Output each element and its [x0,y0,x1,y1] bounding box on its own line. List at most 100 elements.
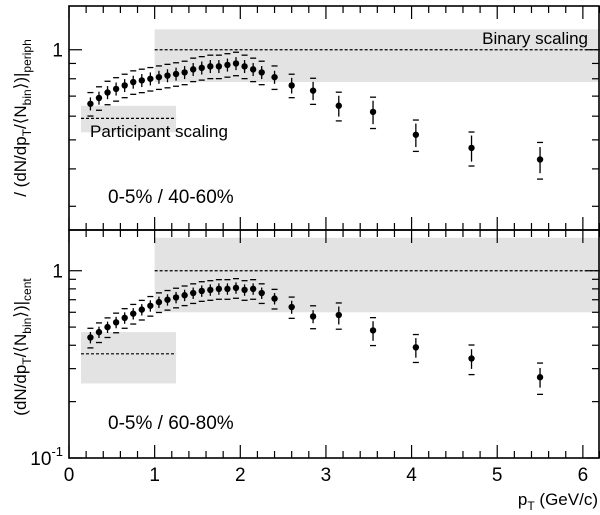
y-tick-label-base: 1 [52,262,63,283]
y-tick-label-base: 10 [30,449,51,470]
y-tick-label: 1 [52,41,63,62]
data-point [172,70,180,78]
x-axis-title-subscript: T [527,499,535,513]
data-point [207,63,214,70]
x-axis-title-unit: (GeV/c) [535,490,598,509]
data-point [104,89,111,96]
data-point [147,302,154,309]
data-point [249,66,257,73]
y-axis-title-subscript: bin [20,318,34,334]
x-axis-title-main: p [518,490,527,509]
x-tick-label: 1 [149,465,160,486]
panel-top: 1 0-5% / 40-60% Binary scaling Participant … [11,5,600,231]
y-axis-title-subscript: periph [20,39,34,72]
data-point [369,108,377,116]
data-point [104,323,111,331]
y-tick-label: 10-1 [30,444,63,470]
data-point [147,75,154,82]
data-point [198,64,205,72]
data-point [536,156,544,163]
y-tick-label-exponent: -1 [51,444,63,459]
participant-scaling-label: Participant scaling [90,122,228,141]
data-point [241,286,248,294]
data-point [232,284,240,292]
data-point [232,60,240,67]
data-point [130,310,137,317]
data-point [181,69,188,76]
data-point [112,319,120,326]
data-point [258,69,265,76]
y-axis-title-subscript: T [20,128,34,136]
x-tick-label: 0 [64,465,75,486]
data-point [258,289,265,297]
data-point [121,314,128,322]
y-axis-title-part: ⟩)| [11,73,30,90]
data-point [309,87,317,94]
data-point [207,286,214,294]
x-tick-label: 2 [235,465,246,486]
data-point [138,77,145,84]
data-point [249,285,257,293]
data-point [215,285,223,293]
y-tick-label-base: 1 [52,41,63,62]
data-point [309,313,317,320]
data-point [271,295,278,302]
data-point [241,63,248,70]
data-point [155,73,163,81]
y-axis-title-part: /⟨N [11,105,30,129]
data-point [335,311,342,319]
data-point [198,287,205,295]
data-point [130,78,137,86]
data-point [271,73,278,81]
y-axis-title-part: ⟩)| [11,301,30,318]
y-axis-title-part: (dN/dp [11,365,30,416]
data-point [224,61,231,69]
data-point [87,100,94,107]
data-point [172,294,180,301]
x-axis-title: pT (GeV/c) [518,490,598,513]
data-point [138,306,145,313]
y-axis-title-subscript: T [20,357,34,365]
y-axis-title-subscript: cent [20,278,34,301]
y-axis-title-part: / (dN/dp [11,136,30,196]
data-point [369,327,377,334]
panel-frame [68,229,600,459]
data-point [121,82,128,89]
y-axis-title-part: /⟨N [11,334,30,358]
x-tick-label: 3 [321,465,332,486]
binary-scaling-band [154,29,600,83]
data-point [468,144,475,152]
data-point [95,94,103,102]
data-point [189,289,197,297]
x-tick-label: 6 [578,465,589,486]
data-point [112,85,120,93]
x-tick-label: 5 [492,465,503,486]
data-point [215,63,223,70]
data-point [95,328,103,336]
data-point [181,292,188,299]
y-axis-title: / (dN/dpT/⟨Nbin⟩)|periph [11,39,34,197]
data-point [412,344,420,351]
centrality-ratio-label: 0-5% / 60-80% [108,413,234,434]
data-point [335,102,342,109]
data-point [288,82,295,89]
x-tick-label: 4 [406,465,417,486]
centrality-ratio-label: 0-5% / 40-60% [108,187,234,208]
y-axis-title-subscript: bin [20,89,34,105]
data-point [164,72,171,79]
y-tick-label: 1 [52,262,63,283]
data-point [224,285,231,293]
participant-scaling-band [81,332,177,384]
data-point [87,334,94,341]
binary-scaling-band [154,237,600,313]
binary-scaling-label: Binary scaling [482,29,588,48]
data-point [164,296,171,303]
data-point [288,303,295,311]
panel-bottom: 1 10-1 0-5% / 60-80% (dN/dpT/⟨Nbin⟩)|cent [11,229,600,470]
data-point [189,66,197,73]
data-point [536,374,544,381]
data-point [412,131,420,138]
data-point [468,355,475,362]
